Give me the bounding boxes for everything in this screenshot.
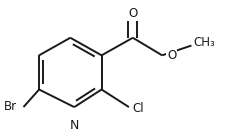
Text: N: N <box>69 119 79 132</box>
Text: CH₃: CH₃ <box>193 36 214 49</box>
Text: O: O <box>166 49 176 62</box>
Text: O: O <box>128 7 137 20</box>
Text: Cl: Cl <box>131 102 143 115</box>
Text: Br: Br <box>4 100 17 113</box>
